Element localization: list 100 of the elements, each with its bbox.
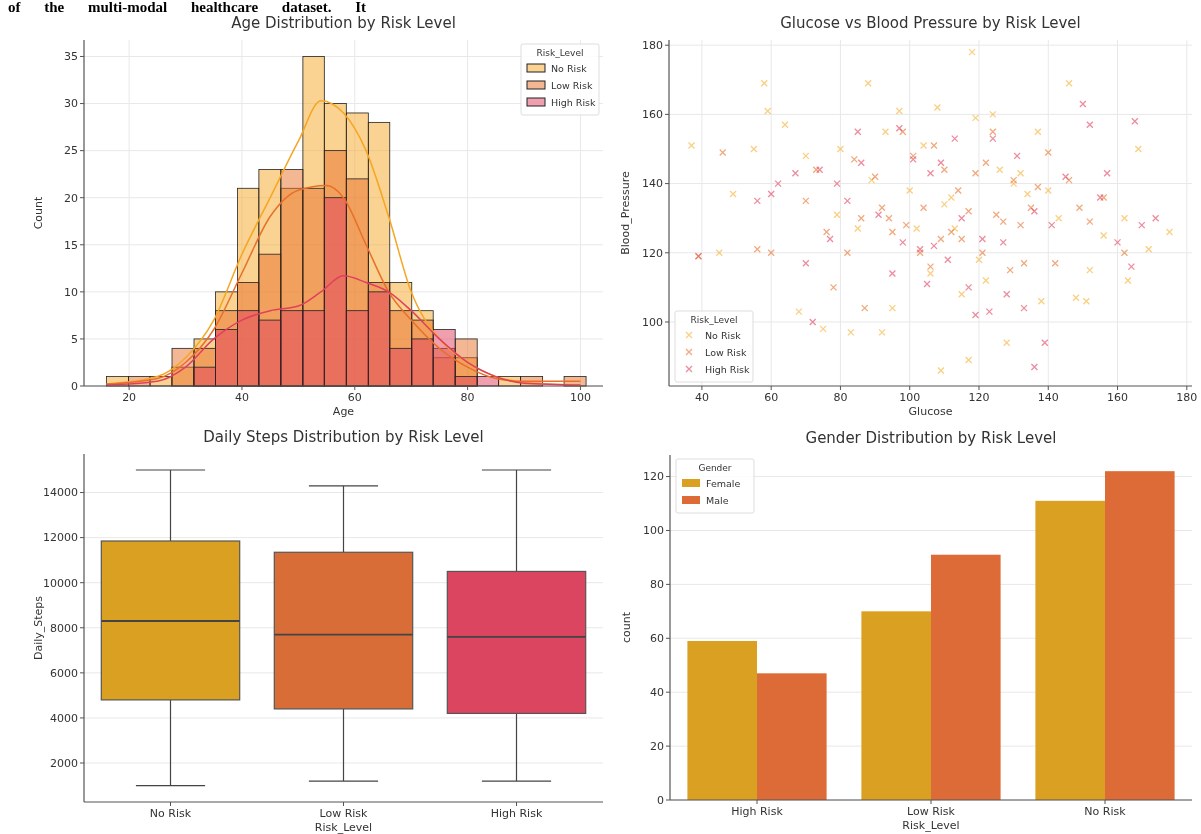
y-axis-title: Blood_Pressure bbox=[619, 171, 632, 255]
point bbox=[1020, 304, 1028, 312]
chart-title: Daily Steps Distribution by Risk Level bbox=[203, 428, 484, 446]
point bbox=[719, 148, 727, 157]
legend-title: Risk_Level bbox=[536, 48, 584, 58]
point bbox=[930, 141, 938, 150]
point bbox=[1120, 249, 1129, 257]
point bbox=[1034, 183, 1042, 191]
y-axis-title: Daily_Steps bbox=[32, 595, 45, 661]
point bbox=[847, 328, 855, 337]
point bbox=[1100, 231, 1108, 240]
x-axis-title: Risk_Level bbox=[314, 821, 373, 834]
point bbox=[895, 124, 903, 132]
point bbox=[885, 214, 893, 222]
point bbox=[926, 169, 935, 177]
y-tick-label: 8000 bbox=[50, 621, 78, 635]
point bbox=[930, 242, 938, 250]
point bbox=[836, 145, 845, 153]
point bbox=[975, 256, 983, 264]
y-tick-label: 100 bbox=[643, 524, 664, 538]
point bbox=[902, 221, 910, 229]
point bbox=[1016, 169, 1025, 177]
legend-label: Female bbox=[706, 477, 741, 489]
point bbox=[1030, 207, 1039, 215]
point bbox=[1020, 259, 1028, 267]
y-tick-label: 140 bbox=[642, 177, 663, 191]
x-tick-label: 120 bbox=[968, 391, 990, 404]
y-tick-label: 35 bbox=[64, 50, 78, 64]
x-tick-label: High Risk bbox=[490, 807, 543, 820]
point bbox=[954, 186, 962, 195]
point bbox=[843, 249, 852, 257]
point bbox=[982, 159, 990, 167]
text: of the multi-modal healthcare dataset. It bbox=[8, 0, 367, 15]
point bbox=[1165, 228, 1174, 236]
point bbox=[1065, 79, 1073, 87]
point bbox=[833, 179, 841, 188]
legend-label: Low Risk bbox=[705, 346, 747, 358]
bar bbox=[931, 554, 1001, 800]
legend-label: No Risk bbox=[551, 62, 588, 74]
point bbox=[1023, 190, 1032, 198]
point bbox=[989, 134, 997, 143]
point bbox=[767, 190, 775, 198]
point bbox=[1016, 221, 1025, 229]
point bbox=[802, 152, 810, 160]
x-tick-label: No Risk bbox=[149, 807, 192, 820]
point bbox=[753, 197, 761, 205]
x-tick-label: 140 bbox=[1037, 391, 1059, 404]
point bbox=[1082, 297, 1091, 305]
point bbox=[926, 262, 935, 271]
point bbox=[791, 169, 800, 177]
x-tick-label: 100 bbox=[569, 391, 591, 404]
bar bbox=[687, 640, 757, 800]
x-axis-title: Glucose bbox=[908, 405, 953, 418]
point bbox=[971, 311, 980, 319]
point bbox=[1075, 204, 1084, 212]
point bbox=[919, 204, 928, 212]
point bbox=[1134, 145, 1142, 153]
point bbox=[888, 304, 897, 312]
point bbox=[947, 193, 955, 202]
point bbox=[829, 283, 838, 292]
point bbox=[944, 256, 952, 264]
legend-label: High Risk bbox=[705, 363, 751, 375]
point bbox=[1009, 176, 1018, 184]
point bbox=[795, 307, 803, 316]
bar bbox=[1035, 500, 1105, 800]
point bbox=[999, 218, 1007, 226]
y-tick-label: 10 bbox=[64, 285, 78, 299]
point bbox=[971, 114, 980, 122]
point bbox=[809, 318, 817, 326]
point bbox=[781, 121, 789, 129]
bar bbox=[1105, 471, 1175, 800]
chart-title: Age Distribution by Risk Level bbox=[231, 14, 456, 32]
y-tick-label: 15 bbox=[64, 238, 78, 252]
point bbox=[1061, 173, 1070, 181]
y-tick-label: 14000 bbox=[43, 486, 78, 500]
chart-title: Gender Distribution by Risk Level bbox=[805, 429, 1057, 447]
point bbox=[1138, 221, 1146, 229]
y-tick-label: 120 bbox=[643, 470, 664, 484]
point bbox=[1044, 148, 1052, 157]
point bbox=[1151, 214, 1160, 222]
y-tick-label: 20 bbox=[650, 739, 664, 753]
legend-label: Low Risk bbox=[551, 79, 593, 91]
point bbox=[958, 235, 966, 243]
y-tick-label: 6000 bbox=[50, 666, 78, 680]
point bbox=[1096, 193, 1104, 202]
point bbox=[871, 173, 879, 181]
point bbox=[1086, 218, 1094, 226]
point bbox=[899, 238, 907, 247]
y-tick-label: 80 bbox=[650, 578, 664, 592]
x-tick-label: High Risk bbox=[731, 805, 784, 818]
bar bbox=[861, 611, 931, 800]
point bbox=[874, 211, 883, 219]
point bbox=[964, 207, 973, 215]
y-tick-label: 180 bbox=[642, 39, 663, 53]
y-tick-label: 10000 bbox=[43, 576, 78, 590]
point bbox=[1072, 294, 1080, 302]
point bbox=[971, 169, 980, 177]
point bbox=[1034, 128, 1042, 136]
x-tick-label: 40 bbox=[694, 391, 709, 404]
point bbox=[843, 197, 852, 205]
